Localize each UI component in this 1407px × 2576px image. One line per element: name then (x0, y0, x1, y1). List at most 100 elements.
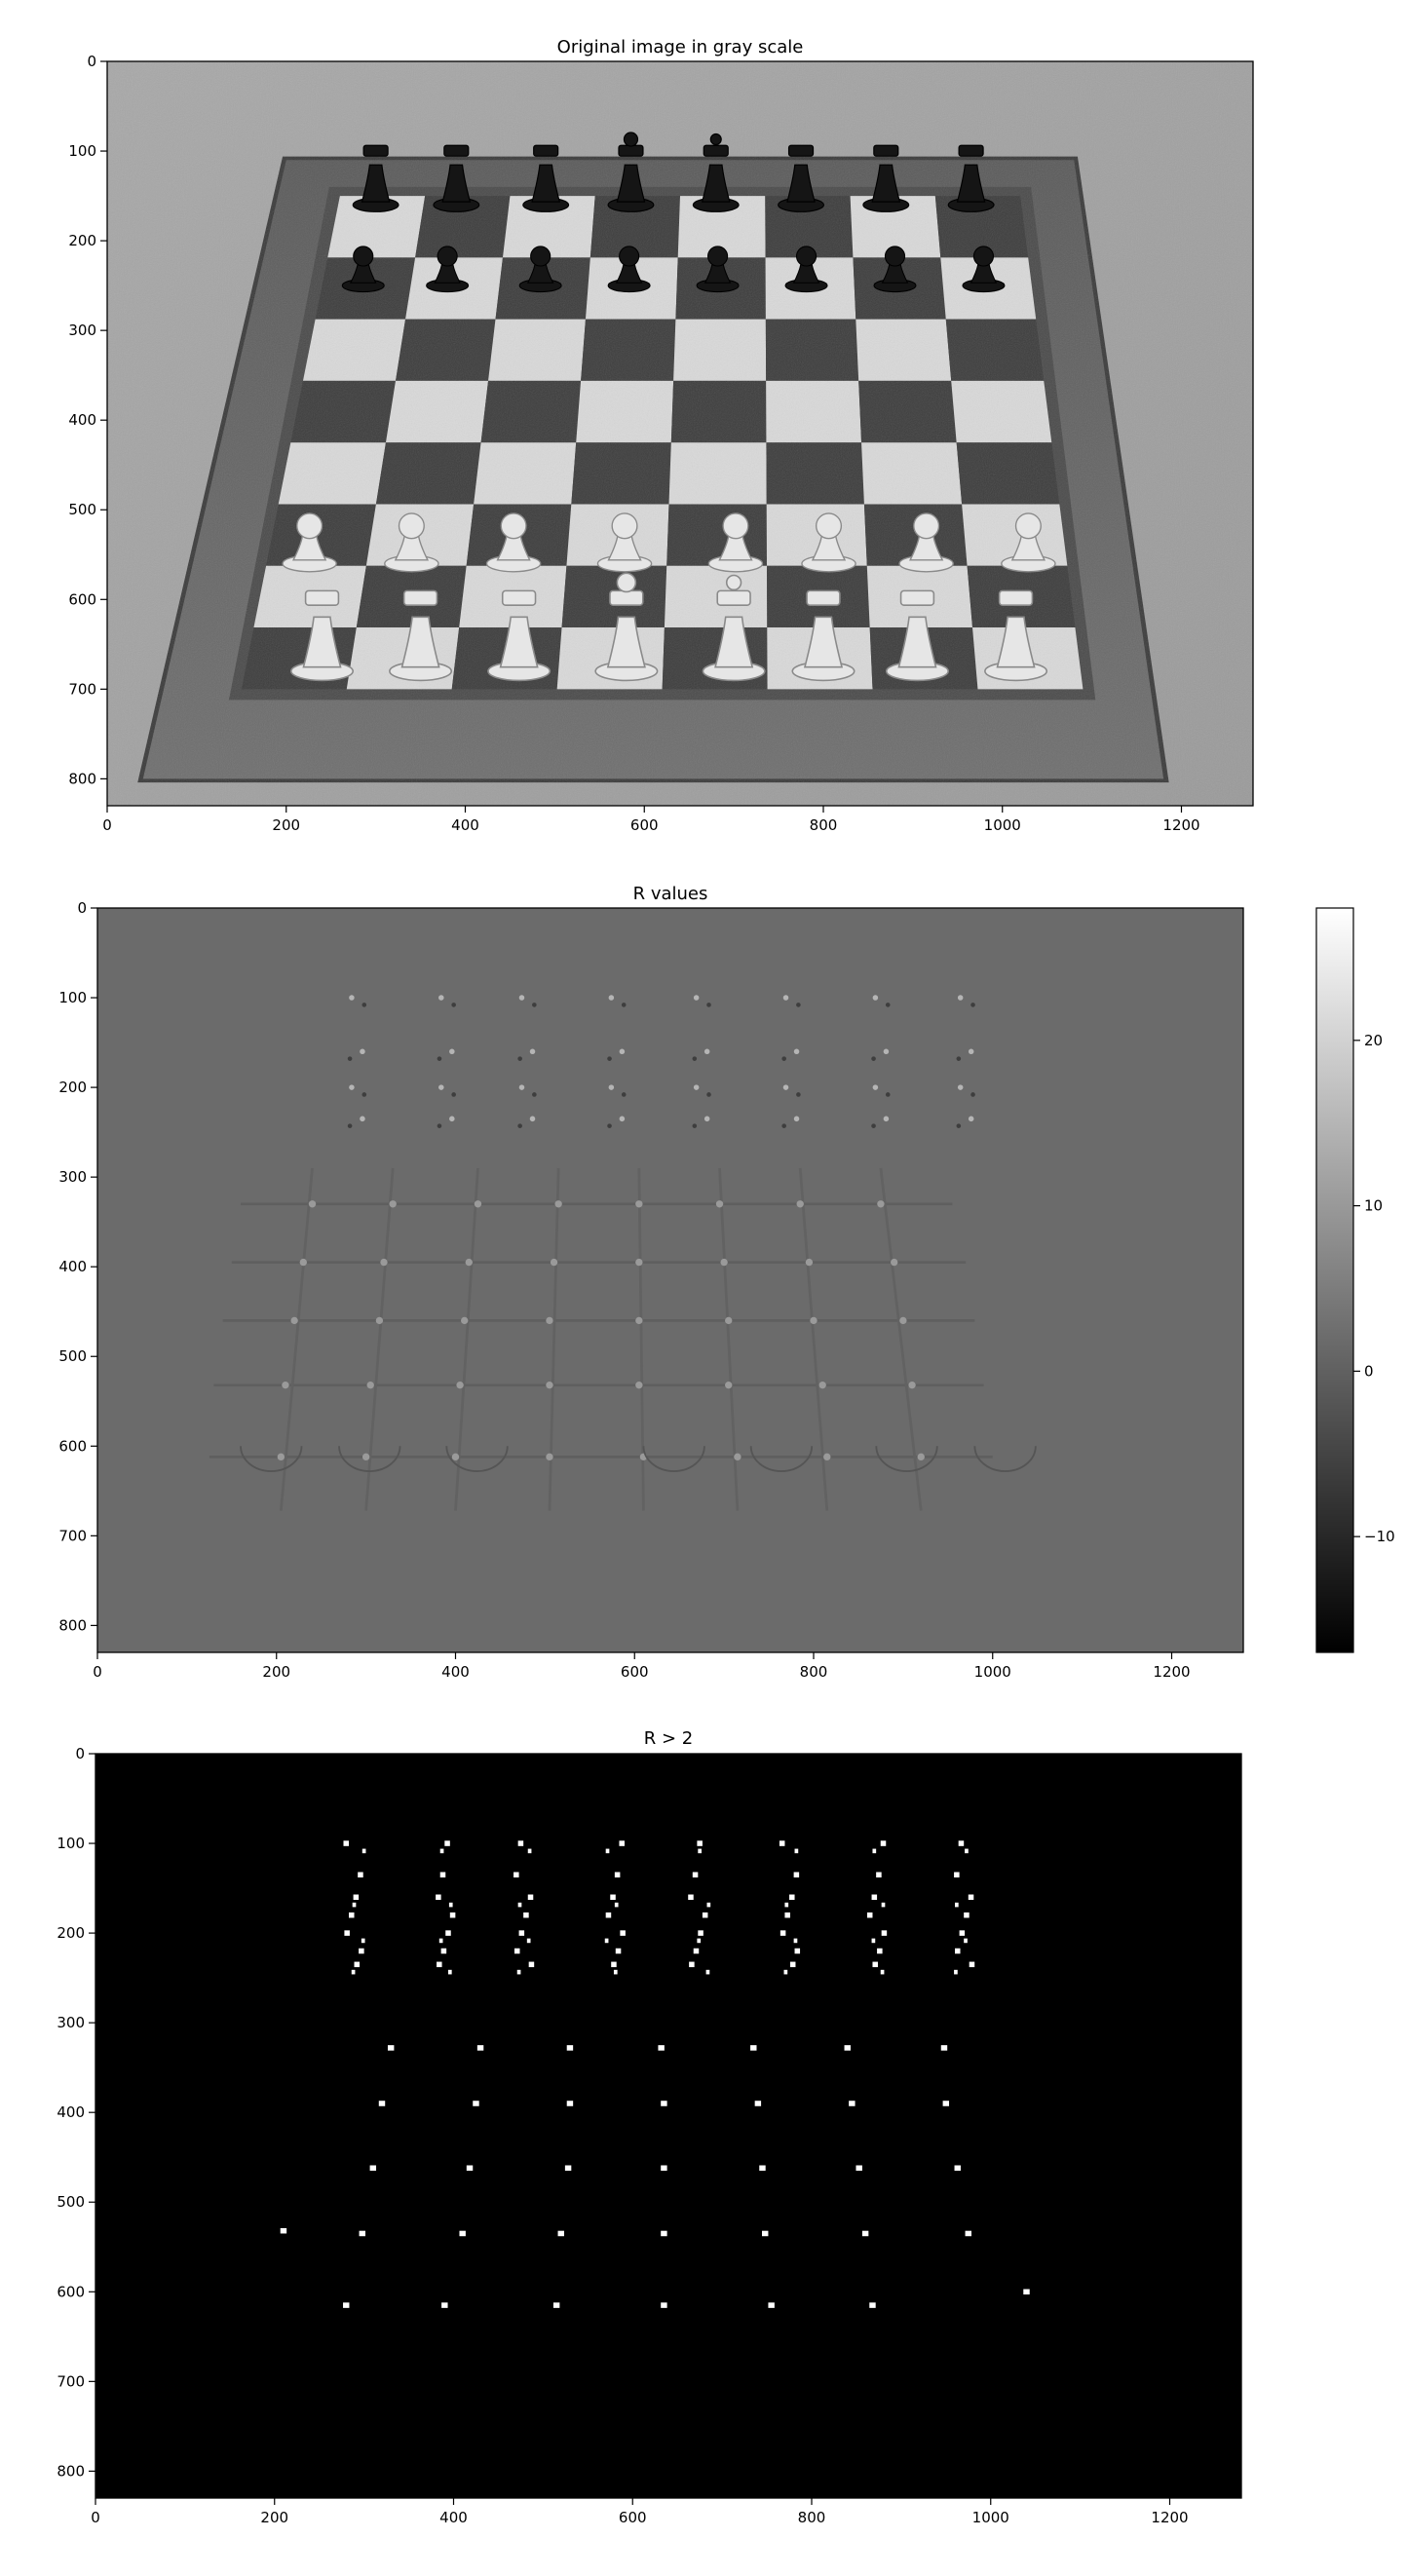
r-piece-dark (970, 1003, 975, 1007)
rook-piece (947, 144, 995, 212)
r-corner (635, 1258, 643, 1267)
threshold-piece-point (444, 1840, 450, 1846)
r-corner (635, 1316, 643, 1325)
threshold-corner-point (759, 2165, 766, 2172)
pawn-piece (282, 512, 337, 573)
r-piece-dark (970, 1092, 975, 1097)
panel1-image (107, 61, 1253, 806)
threshold-piece-point (605, 1912, 612, 1918)
r-piece-bright (968, 1048, 974, 1055)
y-tick-label: 800 (68, 770, 96, 787)
r-piece-dark (607, 1123, 612, 1128)
threshold-piece-point (871, 1938, 876, 1944)
r-piece-dark (347, 1056, 353, 1061)
y-tick-label: 200 (57, 1924, 85, 1942)
panel3-title: R > 2 (644, 1728, 693, 1749)
threshold-piece-point (784, 1902, 789, 1908)
r-piece-dark (781, 1056, 786, 1061)
r-piece-bright (518, 995, 525, 1001)
pawn-piece (426, 246, 470, 293)
threshold-corner-point (661, 2101, 667, 2106)
r-piece-bright (693, 1084, 700, 1090)
r-corner (461, 1316, 469, 1325)
y-tick-label: 800 (57, 2462, 85, 2480)
y-tick-label: 500 (57, 2193, 85, 2211)
threshold-corner-point (844, 2045, 851, 2051)
threshold-corner-point (940, 2045, 948, 2051)
r-piece-bright (693, 995, 700, 1001)
x-tick-label: 1200 (1151, 2509, 1188, 2526)
threshold-piece-point (705, 1969, 710, 1975)
pawn-piece (607, 246, 651, 293)
threshold-piece-point (881, 1902, 886, 1908)
threshold-piece-point (789, 1961, 796, 1968)
threshold-piece-point (619, 1840, 625, 1846)
threshold-piece-point (793, 1872, 800, 1878)
r-corner (290, 1316, 298, 1325)
threshold-piece-point (518, 1930, 525, 1936)
piece-crown (716, 589, 751, 606)
r-piece-dark (532, 1092, 537, 1097)
r-piece-bright (872, 995, 879, 1001)
piece-top (623, 132, 639, 147)
piece-crown (787, 144, 815, 157)
threshold-piece-point (615, 1948, 622, 1954)
threshold-piece-point (614, 1872, 621, 1878)
piece-head (530, 246, 551, 267)
knight-piece (389, 589, 453, 682)
r-piece-bright (619, 1116, 626, 1122)
r-corner (899, 1316, 907, 1325)
pawn-piece (384, 512, 439, 573)
threshold-piece-point (689, 1961, 695, 1968)
r-piece-dark (361, 1092, 367, 1097)
r-piece-dark (532, 1003, 537, 1007)
x-tick-label: 200 (260, 2509, 288, 2526)
threshold-piece-point (526, 1938, 531, 1944)
threshold-piece-point (877, 1948, 883, 1954)
r-corner (277, 1453, 285, 1461)
threshold-piece-point (697, 1840, 703, 1846)
piece-top (616, 572, 637, 593)
r-corner (917, 1453, 925, 1461)
threshold-corner-point (661, 2302, 667, 2308)
knight-piece (885, 589, 949, 682)
r-piece-bright (793, 1048, 800, 1055)
piece-crown (533, 144, 559, 157)
threshold-corner-point (378, 2101, 386, 2106)
r-edge-line (279, 1167, 314, 1511)
r-corner (805, 1258, 814, 1267)
piece-head (722, 512, 749, 540)
threshold-piece-point (353, 1894, 360, 1901)
y-tick-label: 500 (68, 501, 96, 518)
r-piece-bright (608, 995, 615, 1001)
r-arc (973, 1446, 1037, 1472)
r-piece-bright (782, 1084, 789, 1090)
panel2-x-axis: 0 200 400 600 800 1000 1200 (93, 1652, 1191, 1681)
r-piece-dark (956, 1123, 962, 1128)
r-corner (823, 1453, 831, 1461)
threshold-piece-point (528, 1961, 535, 1968)
threshold-corner-point (564, 2165, 572, 2172)
r-corner (451, 1453, 460, 1461)
piece-body (441, 164, 472, 203)
threshold-corner-point (658, 2045, 665, 2051)
colorbar-tick-label: −10 (1364, 1528, 1395, 1545)
threshold-piece-point (613, 1969, 618, 1975)
threshold-piece-point (437, 1961, 442, 1968)
piece-head (296, 512, 323, 540)
piece-crown (899, 589, 935, 606)
threshold-piece-point (779, 1840, 785, 1846)
y-tick-label: 600 (58, 1437, 87, 1455)
threshold-corner-point (343, 2302, 350, 2308)
threshold-piece-point (523, 1912, 529, 1918)
r-piece-bright (968, 1116, 974, 1122)
threshold-piece-point (876, 1872, 882, 1878)
threshold-corner-point (861, 2230, 869, 2237)
threshold-corner-point (954, 2165, 961, 2172)
bishop-piece (487, 589, 551, 682)
pawn-piece (596, 512, 653, 573)
threshold-piece-point (448, 1902, 453, 1908)
threshold-piece-point (692, 1872, 699, 1878)
y-tick-label: 600 (68, 590, 96, 608)
knight-piece (862, 144, 910, 212)
